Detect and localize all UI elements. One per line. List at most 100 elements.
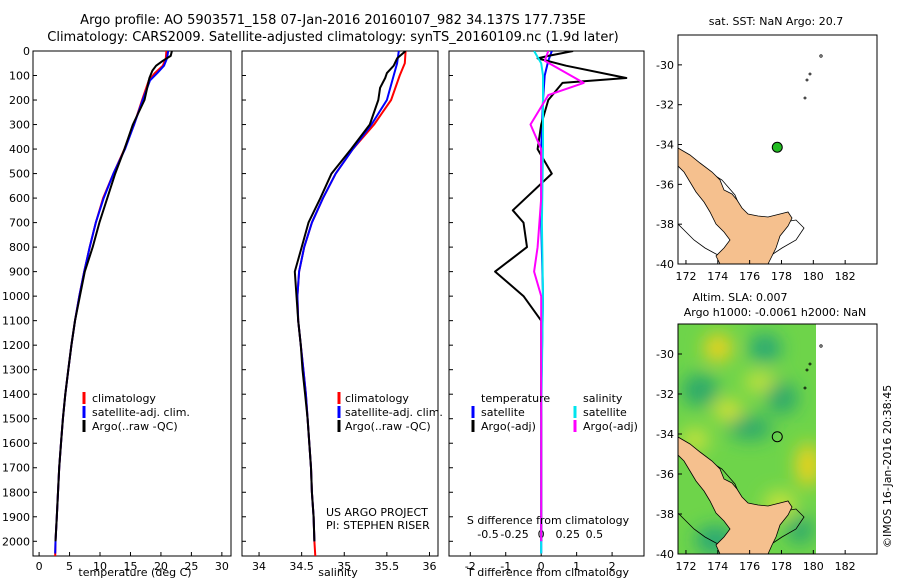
sla-map-title-line2: Argo h1000: -0.0061 h2000: NaN [684,306,867,319]
difference-chart: -2 -1 0 1 2-0.5 -0.25 0 0.25 0.5 [465,51,628,573]
sst-map-frame [677,34,878,265]
legend-satellite-adj: satellite-adj. clim. [345,406,443,419]
sla-north-island-land [678,436,793,554]
island-3 [805,78,809,82]
legend-temperature-heading: temperature [481,392,550,405]
temperature-panel-frame [32,50,232,557]
pi-annotation: PI: STEPHEN RISER [326,519,430,532]
series-satellite-adj-clim- [54,51,170,554]
lon-tick-label: 172 [675,560,696,573]
island-2 [808,72,812,76]
sst-map-title: sat. SST: NaN Argo: 20.7 [709,15,843,28]
depth-tick-label: 400 [9,143,30,156]
lat-tick-label: -34 [656,428,674,441]
depth-tick-label: 500 [9,168,30,181]
depth-tick-label: 1400 [2,388,30,401]
x-tick-label: 0 [36,560,43,573]
difference-xlabel: T difference from climatology [466,566,629,579]
lon-tick-label: 174 [707,560,728,573]
lon-tick-label: 178 [771,270,792,283]
temperature-xlabel: temperature (deg C) [78,566,191,579]
depth-tick-label: 1900 [2,511,30,524]
island-2 [808,362,812,366]
figure-title-line2: Climatology: CARS2009. Satellite-adjuste… [47,30,619,45]
depth-tick-label: 100 [9,70,30,83]
lon-tick-label: 172 [675,270,696,283]
s-difference-label: S difference from climatology [467,514,630,527]
lat-tick-label: -40 [656,258,674,271]
temperature-chart: 0 5 10 15 20 25 30 [36,51,229,573]
island-4 [803,386,807,390]
sla-blob [728,416,772,440]
series-satellite-adj-clim- [296,51,400,542]
depth-tick-label: 600 [9,192,30,205]
lat-tick-label: -30 [656,348,674,361]
x-tick-label: 34 [252,560,266,573]
series-group [293,51,407,556]
series-climatology [296,51,407,556]
sla-blob [704,334,732,362]
lat-tick-label: -30 [656,59,674,72]
sla-blob [682,374,718,406]
series-argo-raw-qc- [54,51,173,542]
lat-tick-label: -34 [656,139,674,152]
lon-tick-label: 178 [771,560,792,573]
x-tick-label: -2 [465,560,476,573]
sla-map-axes: 172 174 176 178 180 182 -30 -32 -34 -36 -38 -40 [656,348,856,573]
sla-blob [786,516,814,544]
x-tick-label: 36 [422,560,436,573]
figure-title-line1: Argo profile: AO 5903571_158 07-Jan-2016… [80,13,586,28]
legend-climatology: climatology [345,392,409,405]
sla-map-title-line1: Altim. SLA: 0.007 [692,291,787,304]
lon-tick-label: 176 [739,560,760,573]
sst-argo-location-marker [771,141,783,153]
sla-blob [744,372,776,392]
sla-map-frame [677,323,878,555]
legend-salinity-heading: salinity [583,392,623,405]
depth-tick-label: 1200 [2,339,30,352]
sla-shelf-contour [678,436,805,552]
series-t-argo-adj- [494,51,628,542]
lon-tick-label: 182 [835,560,856,573]
salinity-chart: 34 34.5 35 35.5 36 [252,51,436,573]
depth-tick-label: 200 [9,94,30,107]
legend-argo: Argo(..raw -QC) [92,420,178,433]
x-tick-label: 1 [573,560,580,573]
series-climatology [54,51,168,556]
x-tick-label: 15 [123,560,137,573]
s-tick-label: -0.5 [477,528,498,541]
x-tick-label: 2 [609,560,616,573]
x-tick-label: 25 [184,560,198,573]
depth-tick-label: 1700 [2,462,30,475]
depth-tick-label: 800 [9,241,30,254]
x-tick-label: 34.5 [289,560,314,573]
x-tick-label: 20 [154,560,168,573]
lat-tick-label: -40 [656,548,674,561]
series-argo-raw-qc- [293,51,407,542]
legend-s-argo: Argo(-adj) [583,420,638,433]
lon-tick-label: 176 [739,270,760,283]
difference-panel-frame [448,50,645,557]
legend-satellite-adj: satellite-adj. clim. [92,406,190,419]
depth-tick-label: 300 [9,119,30,132]
lon-tick-label: 174 [707,270,728,283]
depth-tick-label: 1600 [2,437,30,450]
depth-tick-label: 900 [9,266,30,279]
series-group [54,51,173,556]
x-tick-label: 10 [93,560,107,573]
sst-map-axes: 172 174 176 178 180 182 -30 -32 -34 -36 -38 -40 [656,59,856,283]
sla-map: 172 174 176 178 180 182 -30 -32 -34 -36 -38 -40 [656,323,878,573]
s-tick-label: -0.25 [500,528,528,541]
project-annotation: US ARGO PROJECT [326,506,428,519]
island-1 [819,54,823,58]
x-tick-label: 0 [538,560,545,573]
sla-argo-location-marker [771,431,783,443]
lat-tick-label: -36 [656,178,674,191]
s-tick-label: 0.25 [556,528,581,541]
island-4 [803,96,807,100]
depth-tick-label: 1100 [2,315,30,328]
lon-tick-label: 180 [803,560,824,573]
legend-t-satellite: satellite [481,406,525,419]
lat-tick-label: -38 [656,508,674,521]
